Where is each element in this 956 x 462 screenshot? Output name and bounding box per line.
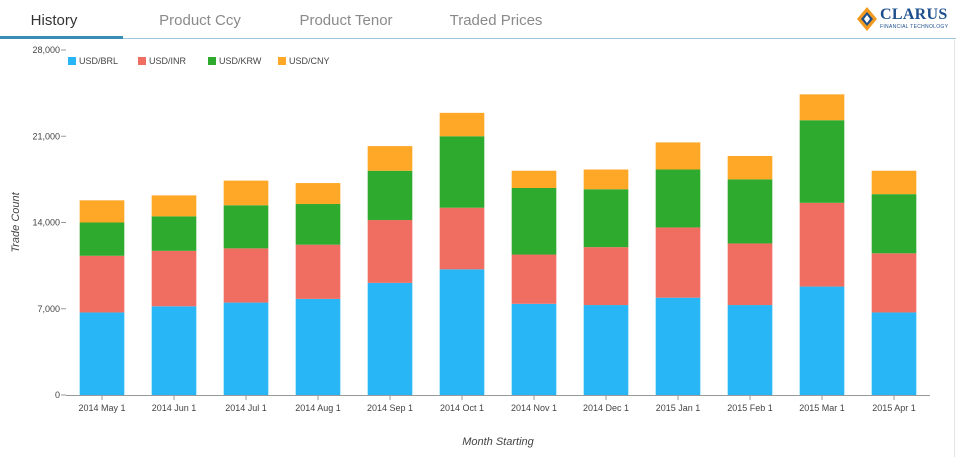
tab-bar: History Product Ccy Product Tenor Traded…	[0, 0, 956, 39]
bar-usd-krw-3[interactable]	[295, 204, 341, 245]
legend-swatch-3	[278, 57, 286, 65]
chart-panel: USD/BRL USD/INR USD/KRW USD/CNY 0 7,000 14,00…	[0, 40, 955, 457]
active-tab-indicator	[0, 36, 123, 39]
y-tick-label-4: 28,000	[32, 45, 60, 55]
bar-usd-krw-6[interactable]	[511, 188, 557, 255]
clarus-logo: CLARUS FINANCIAL TECHNOLOGY	[856, 4, 952, 34]
bar-usd-brl-10[interactable]	[799, 286, 845, 395]
bar-usd-brl-6[interactable]	[511, 303, 557, 395]
bar-usd-inr-9[interactable]	[727, 243, 773, 306]
bar-usd-brl-0[interactable]	[79, 312, 125, 395]
bar-usd-cny-6[interactable]	[511, 170, 557, 188]
x-tick-label-3: 2014 Aug 1	[295, 403, 341, 413]
bar-usd-krw-8[interactable]	[655, 169, 701, 228]
bar-usd-brl-11[interactable]	[871, 312, 917, 395]
x-tick-label-2: 2014 Jul 1	[225, 403, 267, 413]
bar-usd-inr-3[interactable]	[295, 244, 341, 299]
x-tick-label-6: 2014 Nov 1	[511, 403, 557, 413]
x-tick-label-10: 2015 Mar 1	[799, 403, 845, 413]
logo-wordmark: CLARUS	[880, 6, 948, 23]
y-tick-label-3: 21,000	[32, 131, 60, 141]
logo-tagline: FINANCIAL TECHNOLOGY	[880, 24, 949, 30]
stacked-bar-chart: USD/BRL USD/INR USD/KRW USD/CNY 0 7,000 14,00…	[10, 45, 930, 448]
bar-usd-cny-4[interactable]	[367, 146, 413, 171]
legend-label-0[interactable]: USD/BRL	[79, 56, 118, 66]
bar-usd-inr-10[interactable]	[799, 202, 845, 287]
bar-usd-krw-1[interactable]	[151, 216, 197, 251]
bar-usd-inr-2[interactable]	[223, 248, 269, 303]
x-tick-label-9: 2015 Feb 1	[727, 403, 773, 413]
x-tick-label-0: 2014 May 1	[78, 403, 125, 413]
bar-usd-brl-8[interactable]	[655, 297, 701, 395]
legend-label-3[interactable]: USD/CNY	[289, 56, 330, 66]
tab-product-tenor[interactable]: Product Tenor	[299, 12, 393, 29]
bar-usd-brl-2[interactable]	[223, 302, 269, 395]
bar-group	[79, 94, 917, 395]
bar-usd-krw-10[interactable]	[799, 120, 845, 203]
x-axis-title: Month Starting	[462, 436, 534, 448]
bar-usd-cny-10[interactable]	[799, 94, 845, 121]
bar-usd-krw-0[interactable]	[79, 222, 125, 256]
x-tick-label-7: 2014 Dec 1	[583, 403, 629, 413]
bar-usd-inr-4[interactable]	[367, 220, 413, 283]
bar-usd-krw-11[interactable]	[871, 194, 917, 254]
x-tick-label-1: 2014 Jun 1	[152, 403, 197, 413]
bar-usd-inr-7[interactable]	[583, 247, 629, 306]
bar-usd-brl-5[interactable]	[439, 269, 485, 395]
bar-usd-cny-5[interactable]	[439, 112, 485, 137]
bar-usd-brl-9[interactable]	[727, 305, 773, 395]
y-tick-label-1: 7,000	[37, 304, 60, 314]
bar-usd-brl-3[interactable]	[295, 298, 341, 395]
bar-usd-cny-9[interactable]	[727, 155, 773, 180]
bar-usd-cny-0[interactable]	[79, 200, 125, 223]
bar-usd-cny-3[interactable]	[295, 183, 341, 205]
bar-usd-inr-5[interactable]	[439, 207, 485, 270]
bar-usd-inr-8[interactable]	[655, 227, 701, 298]
x-tick-label-11: 2015 Apr 1	[872, 403, 916, 413]
bar-usd-cny-2[interactable]	[223, 180, 269, 206]
bar-usd-cny-8[interactable]	[655, 142, 701, 170]
x-axis: 2014 May 1 2014 Jun 1 2014 Jul 1 2014 Aug 1…	[66, 395, 930, 413]
bar-usd-krw-7[interactable]	[583, 189, 629, 248]
bar-usd-cny-11[interactable]	[871, 170, 917, 195]
chart-legend: USD/BRL USD/INR USD/KRW USD/CNY	[68, 56, 330, 66]
legend-label-2[interactable]: USD/KRW	[219, 56, 262, 66]
x-tick-label-4: 2014 Sep 1	[367, 403, 413, 413]
y-axis-title: Trade Count	[10, 191, 22, 252]
bar-usd-inr-1[interactable]	[151, 250, 197, 307]
x-tick-label-5: 2014 Oct 1	[440, 403, 484, 413]
logo-diamond-icon	[857, 7, 877, 31]
bar-usd-krw-5[interactable]	[439, 136, 485, 208]
legend-label-1[interactable]: USD/INR	[149, 56, 187, 66]
bar-usd-inr-6[interactable]	[511, 254, 557, 304]
tab-product-ccy[interactable]: Product Ccy	[159, 12, 241, 29]
bar-usd-inr-11[interactable]	[871, 253, 917, 313]
y-tick-label-0: 0	[55, 390, 60, 400]
tab-history[interactable]: History	[30, 12, 78, 29]
legend-swatch-1	[138, 57, 146, 65]
legend-swatch-2	[208, 57, 216, 65]
tab-traded-prices[interactable]: Traded Prices	[449, 12, 543, 29]
x-tick-label-8: 2015 Jan 1	[656, 403, 701, 413]
bar-usd-brl-1[interactable]	[151, 306, 197, 395]
bar-usd-krw-9[interactable]	[727, 179, 773, 244]
y-tick-label-2: 14,000	[32, 218, 60, 228]
bar-usd-krw-2[interactable]	[223, 205, 269, 249]
bar-usd-cny-1[interactable]	[151, 195, 197, 217]
bar-usd-brl-7[interactable]	[583, 305, 629, 395]
y-axis: 0 7,000 14,000 21,000 28,000	[32, 45, 66, 400]
bar-usd-inr-0[interactable]	[79, 255, 125, 313]
bar-usd-cny-7[interactable]	[583, 169, 629, 190]
legend-swatch-0	[68, 57, 76, 65]
bar-usd-brl-4[interactable]	[367, 282, 413, 395]
bar-usd-krw-4[interactable]	[367, 170, 413, 221]
